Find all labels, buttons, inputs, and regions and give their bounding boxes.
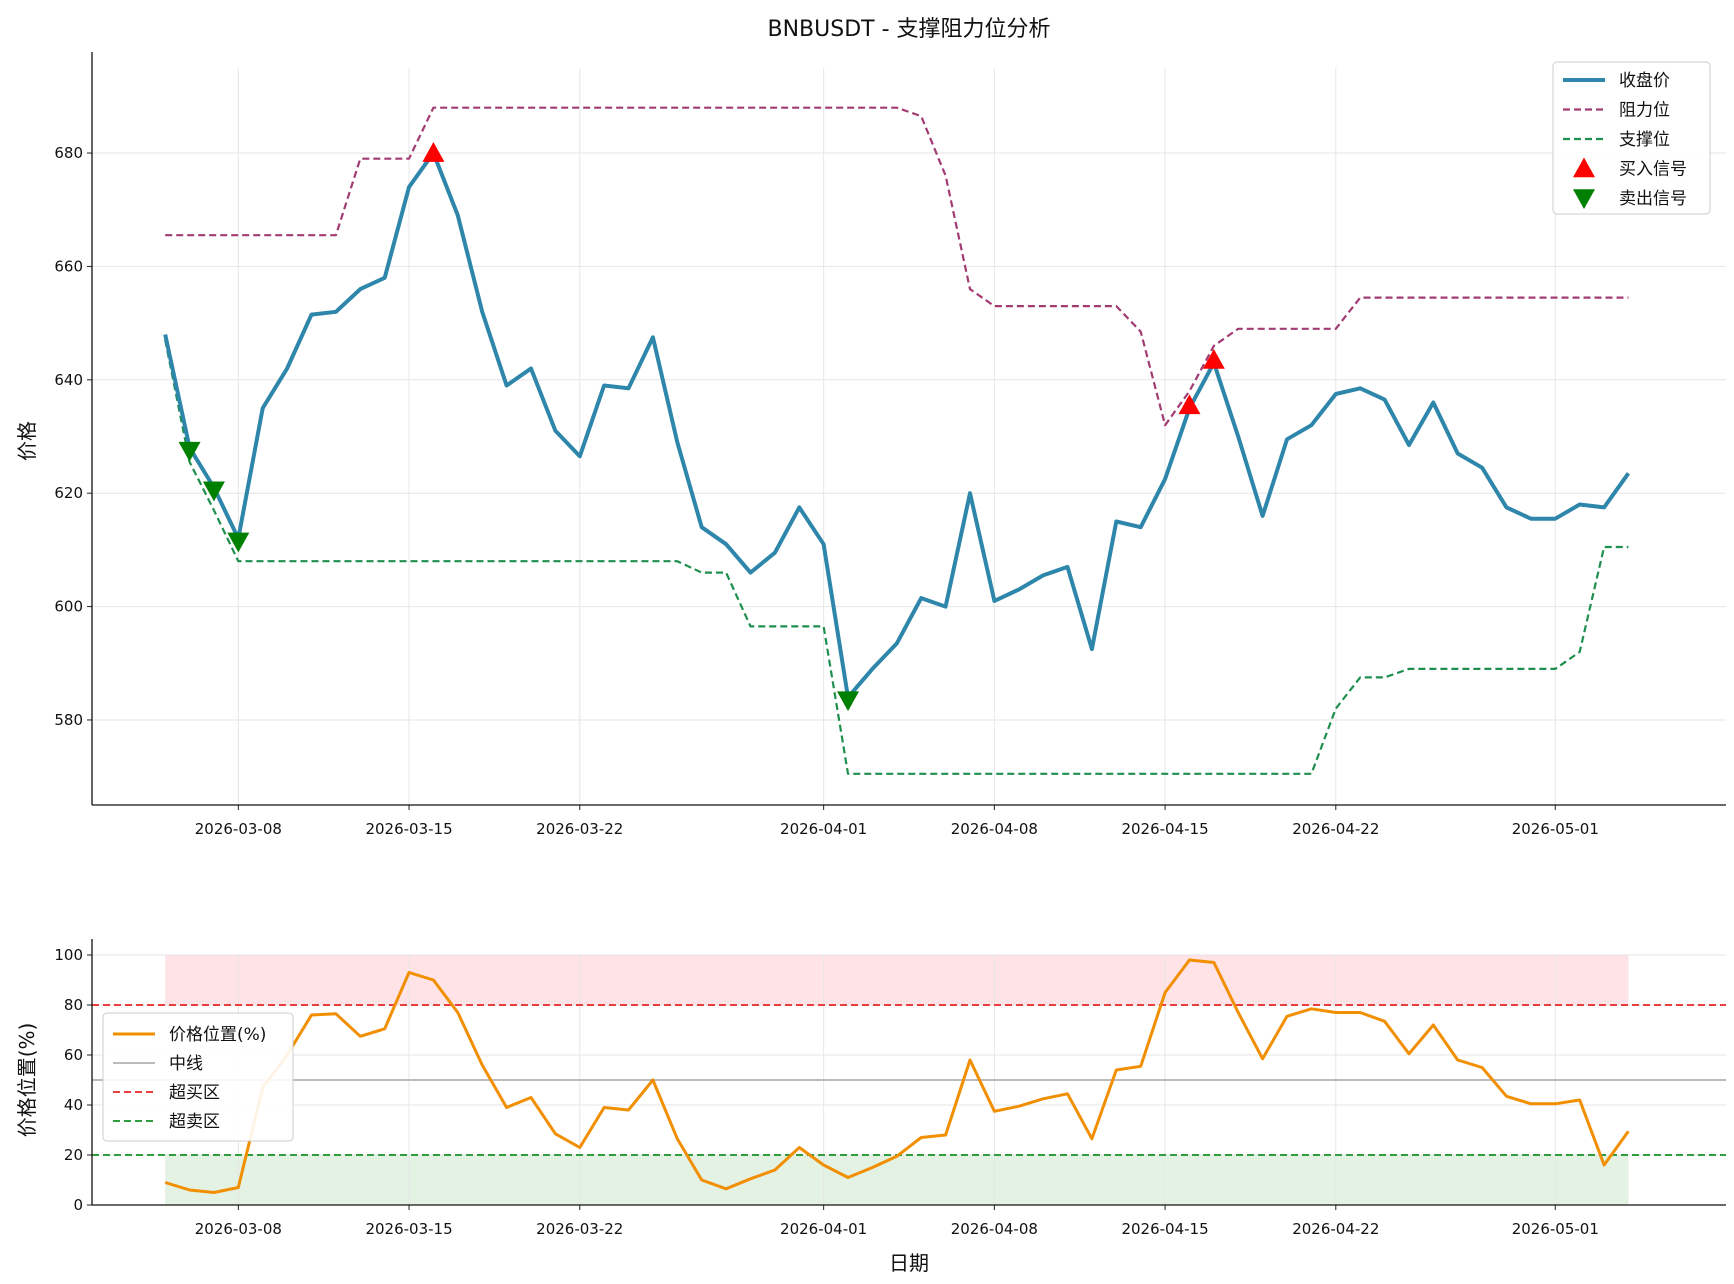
buy-signal-marker: [422, 142, 445, 162]
sell-signal-marker: [202, 481, 225, 502]
position-x-tick-label: 2026-04-15: [1121, 1220, 1208, 1238]
sell-signal-marker: [837, 691, 860, 712]
position-axes: 0 20 40 60 80 100 2026-03-08 2026-03-15 2026-03-…: [54, 939, 1726, 1238]
sell-signal-marker: [227, 532, 250, 553]
price-y-tick-label: 580: [54, 711, 83, 729]
price-y-axis-label: 价格: [15, 421, 39, 461]
price-y-tick-label: 620: [54, 484, 83, 502]
oversold-legend-label: 超卖区: [169, 1112, 220, 1132]
close-series-line: [163, 151, 1631, 700]
position-y-tick-label: 20: [64, 1146, 83, 1164]
price-panel: 580 600 620 640 660 680 2026-03-08 2026-03-15 20…: [15, 17, 1726, 838]
price-grid: [92, 68, 1726, 805]
position-panel: 0 20 40 60 80 100 2026-03-08 2026-03-15 2026-03-…: [15, 939, 1726, 1275]
price-x-tick-label: 2026-04-08: [951, 820, 1038, 838]
resistance-series-line: [165, 106, 1629, 427]
position-legend-label: 价格位置(%): [169, 1025, 266, 1045]
date-x-axis-label: 日期: [889, 1251, 929, 1275]
price-x-tick-label: 2026-04-22: [1292, 820, 1379, 838]
position-y-tick-label: 100: [54, 946, 83, 964]
overbought-zone: [165, 955, 1629, 1005]
overbought-legend-label: 超买区: [169, 1083, 220, 1103]
price-series: [163, 106, 1631, 775]
price-y-tick-label: 680: [54, 144, 83, 162]
oversold-zone: [165, 1155, 1629, 1205]
price-x-tick-label: 2026-03-08: [195, 820, 282, 838]
position-series-line: [164, 958, 1630, 1194]
position-x-tick-label: 2026-05-01: [1512, 1220, 1599, 1238]
position-x-tick-label: 2026-04-22: [1292, 1220, 1379, 1238]
position-y-tick-label: 60: [64, 1046, 83, 1064]
price-y-tick-label: 660: [54, 257, 83, 275]
chart-title: BNBUSDT - 支撑阻力位分析: [767, 17, 1050, 42]
buy-legend-label: 买入信号: [1619, 160, 1687, 180]
position-y-tick-label: 0: [73, 1196, 83, 1214]
price-x-tick-label: 2026-04-15: [1121, 820, 1208, 838]
position-y-tick-label: 40: [64, 1096, 83, 1114]
sell-signal-marker: [178, 441, 201, 462]
position-x-tick-label: 2026-03-08: [195, 1220, 282, 1238]
resistance-legend-label: 阻力位: [1619, 101, 1670, 121]
support-series-line: [164, 339, 1629, 775]
price-x-tick-label: 2026-03-22: [536, 820, 623, 838]
buy-signal-marker: [1202, 348, 1225, 369]
position-x-tick-label: 2026-04-01: [780, 1220, 867, 1238]
position-legend-box: [102, 1012, 294, 1142]
price-x-tick-label: 2026-03-15: [365, 820, 452, 838]
buy-signal-marker: [1178, 394, 1201, 415]
sell-legend-label: 卖出信号: [1619, 189, 1687, 209]
position-y-tick-label: 80: [64, 996, 83, 1014]
mid-legend-label: 中线: [169, 1054, 203, 1074]
price-y-tick-label: 640: [54, 371, 83, 389]
position-x-tick-label: 2026-03-22: [536, 1220, 623, 1238]
price-axes: 580 600 620 640 660 680 2026-03-08 2026-03-15 20…: [54, 52, 1726, 838]
buy-legend-swatch: [1573, 157, 1595, 178]
support-legend-label: 支撑位: [1619, 130, 1670, 150]
position-y-axis-label: 价格位置(%): [15, 1023, 39, 1138]
price-x-tick-label: 2026-05-01: [1512, 820, 1599, 838]
price-y-tick-label: 600: [54, 598, 83, 616]
sell-legend-swatch: [1573, 189, 1595, 209]
close-legend-label: 收盘价: [1619, 71, 1670, 91]
position-x-tick-label: 2026-04-08: [951, 1220, 1038, 1238]
position-series: [92, 958, 1726, 1194]
position-x-tick-label: 2026-03-15: [365, 1220, 452, 1238]
price-x-tick-label: 2026-04-01: [780, 820, 867, 838]
